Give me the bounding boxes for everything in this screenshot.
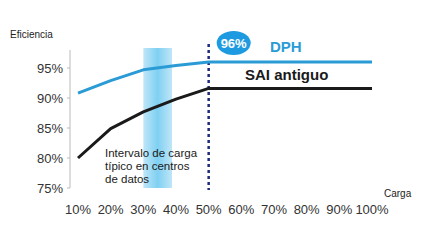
- x-tick-label: 60%: [228, 202, 254, 217]
- y-tick-label: 80%: [37, 151, 63, 166]
- badge-label: 96%: [221, 36, 247, 51]
- x-tick-label: 30%: [130, 202, 156, 217]
- series-label: SAI antiguo: [245, 66, 328, 83]
- x-axis-title: Carga: [384, 188, 412, 199]
- x-tick-label: 50%: [196, 202, 222, 217]
- y-tick: [67, 158, 70, 159]
- y-tick-label: 85%: [37, 121, 63, 136]
- y-tick-label: 95%: [37, 61, 63, 76]
- x-tick-label: 40%: [163, 202, 189, 217]
- band-label: típico en centros: [105, 160, 190, 172]
- y-tick-label: 75%: [37, 181, 63, 196]
- x-tick-label: 80%: [294, 202, 320, 217]
- x-tick-label: 20%: [98, 202, 124, 217]
- y-tick: [67, 68, 70, 69]
- chart: Eficiencia 75% 80% 85% 90% 95% 10% 20% 30% 40% 50%…: [0, 0, 438, 238]
- x-tick-label: 70%: [261, 202, 287, 217]
- x-tick-label: 90%: [326, 202, 352, 217]
- band-label: de datos: [105, 173, 149, 185]
- y-axis-line: [70, 50, 71, 188]
- marker-line: [207, 44, 210, 190]
- y-tick: [67, 98, 70, 99]
- x-tick-label: 10%: [65, 202, 91, 217]
- y-tick: [67, 188, 70, 189]
- y-tick: [67, 128, 70, 129]
- x-tick-label: 100%: [355, 202, 389, 217]
- badge: [217, 31, 251, 55]
- series-line: [78, 88, 372, 158]
- y-tick-label: 90%: [37, 91, 63, 106]
- y-axis-title: Eficiencia: [10, 29, 53, 40]
- series-label: DPH: [270, 38, 302, 55]
- band-label: Intervalo de carga: [105, 147, 198, 159]
- series-group: [78, 62, 372, 158]
